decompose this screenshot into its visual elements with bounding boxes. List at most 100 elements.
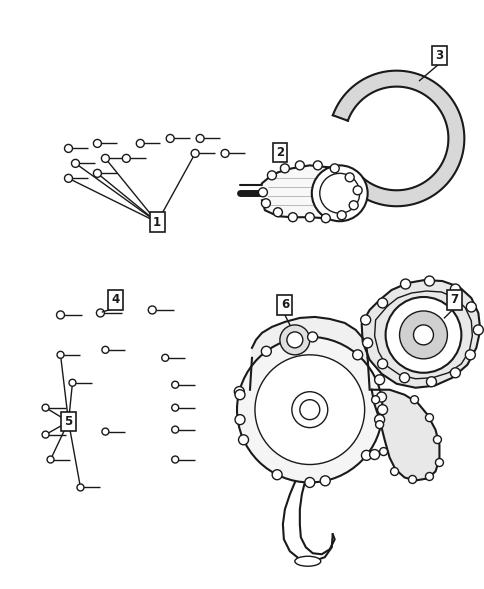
Circle shape <box>235 390 244 400</box>
Circle shape <box>319 173 359 213</box>
Circle shape <box>238 435 248 445</box>
Circle shape <box>42 404 49 411</box>
Ellipse shape <box>294 556 320 566</box>
Circle shape <box>409 396 418 403</box>
Text: 3: 3 <box>435 49 442 62</box>
Circle shape <box>336 211 346 220</box>
Circle shape <box>304 478 314 488</box>
Circle shape <box>424 413 433 422</box>
Circle shape <box>122 154 130 163</box>
Circle shape <box>261 198 270 208</box>
Circle shape <box>261 346 271 356</box>
Text: 5: 5 <box>64 415 73 428</box>
Circle shape <box>258 188 267 197</box>
Circle shape <box>305 213 314 221</box>
Polygon shape <box>332 71 463 206</box>
Circle shape <box>235 415 244 425</box>
Circle shape <box>360 315 370 325</box>
Circle shape <box>291 392 327 428</box>
Circle shape <box>69 379 76 386</box>
Circle shape <box>166 134 174 143</box>
Circle shape <box>361 451 371 461</box>
Circle shape <box>71 160 79 167</box>
Circle shape <box>377 298 387 308</box>
Circle shape <box>299 400 319 419</box>
Circle shape <box>272 470 282 479</box>
Circle shape <box>57 351 64 358</box>
Circle shape <box>57 311 64 319</box>
Circle shape <box>374 375 384 385</box>
Circle shape <box>390 468 398 475</box>
Circle shape <box>42 431 49 438</box>
Text: 7: 7 <box>450 293 457 306</box>
Circle shape <box>171 404 178 411</box>
Circle shape <box>450 284 459 294</box>
Circle shape <box>413 325 433 345</box>
Text: 1: 1 <box>153 216 161 229</box>
Circle shape <box>374 415 384 425</box>
Circle shape <box>352 350 362 360</box>
Circle shape <box>234 386 244 396</box>
Circle shape <box>330 164 338 173</box>
Circle shape <box>408 475 416 484</box>
Circle shape <box>435 458 442 466</box>
Circle shape <box>255 355 364 465</box>
Circle shape <box>433 436 440 444</box>
Circle shape <box>96 309 104 317</box>
Circle shape <box>472 325 483 335</box>
Circle shape <box>93 170 101 177</box>
Circle shape <box>425 377 436 387</box>
Circle shape <box>47 456 54 463</box>
Circle shape <box>171 456 178 463</box>
Circle shape <box>352 186 362 195</box>
Circle shape <box>102 346 109 353</box>
Circle shape <box>171 426 178 433</box>
Circle shape <box>307 332 317 342</box>
Circle shape <box>64 144 72 153</box>
Circle shape <box>399 373 408 383</box>
Circle shape <box>465 350 474 360</box>
Circle shape <box>377 359 387 369</box>
Circle shape <box>450 368 459 378</box>
Circle shape <box>171 381 178 388</box>
Circle shape <box>196 134 204 143</box>
Circle shape <box>295 161 303 170</box>
Circle shape <box>319 476 330 486</box>
Circle shape <box>77 484 84 491</box>
Circle shape <box>288 213 297 221</box>
Circle shape <box>267 171 276 180</box>
Circle shape <box>348 201 357 210</box>
Circle shape <box>399 311 446 359</box>
Circle shape <box>424 276 434 286</box>
Text: 4: 4 <box>111 293 119 306</box>
Circle shape <box>385 297 460 373</box>
Circle shape <box>371 396 379 403</box>
Circle shape <box>377 405 387 415</box>
Circle shape <box>101 154 109 163</box>
Circle shape <box>279 325 309 355</box>
Circle shape <box>362 338 372 348</box>
Circle shape <box>345 173 353 182</box>
Polygon shape <box>361 280 479 388</box>
Circle shape <box>313 161 321 170</box>
Circle shape <box>102 428 109 435</box>
Circle shape <box>376 392 386 402</box>
Polygon shape <box>261 166 359 218</box>
Circle shape <box>379 448 387 455</box>
Circle shape <box>93 140 101 147</box>
Circle shape <box>311 166 367 221</box>
Circle shape <box>466 302 475 312</box>
Circle shape <box>221 150 228 157</box>
Circle shape <box>320 214 330 223</box>
Circle shape <box>161 355 168 361</box>
Polygon shape <box>371 390 439 481</box>
Circle shape <box>400 279 409 289</box>
Circle shape <box>280 164 289 173</box>
Circle shape <box>237 337 382 482</box>
Circle shape <box>273 208 282 217</box>
Circle shape <box>424 472 433 481</box>
Polygon shape <box>252 317 367 390</box>
Circle shape <box>64 174 72 183</box>
Text: 2: 2 <box>275 146 283 159</box>
Circle shape <box>148 306 156 314</box>
